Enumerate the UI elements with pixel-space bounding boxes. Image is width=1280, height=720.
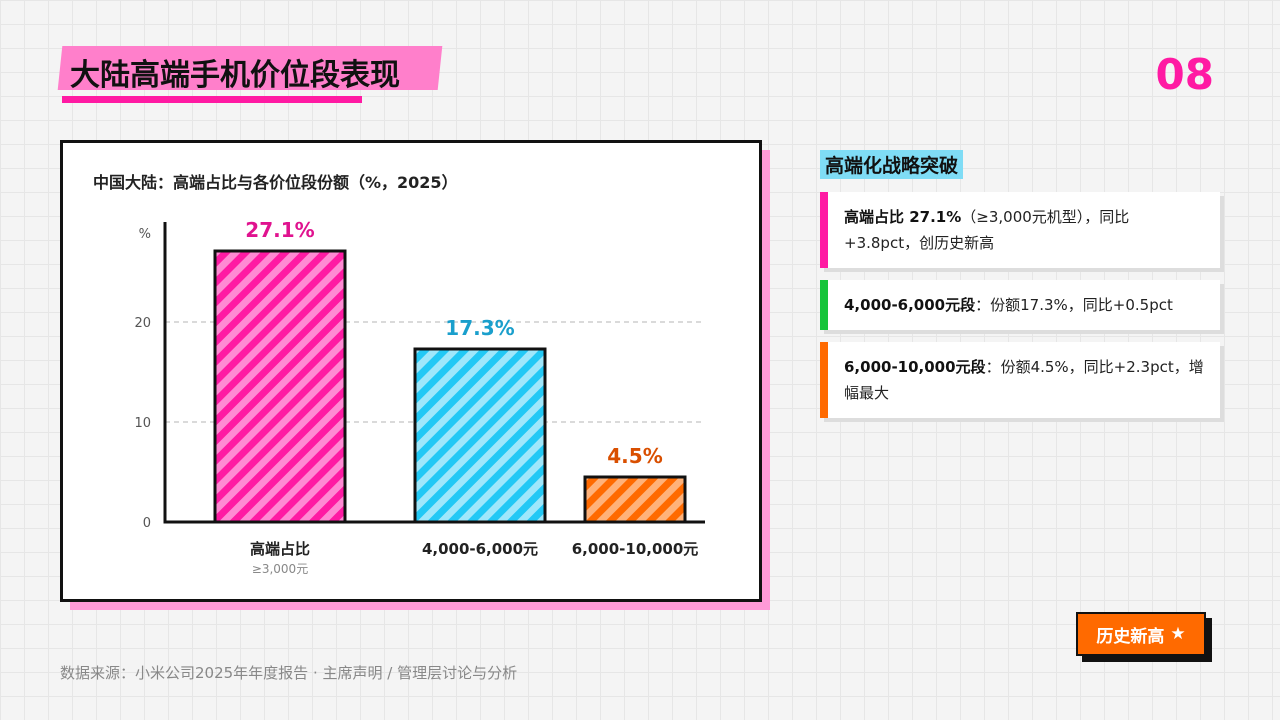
card-highlight: 高端占比 27.1% — [844, 208, 962, 226]
source-note: 数据来源：小米公司2025年年度报告 · 主席声明 / 管理层讨论与分析 — [60, 664, 518, 682]
bar-value-label: 17.3% — [445, 316, 514, 340]
insight-card-premium-share: 高端占比 27.1%（≥3,000元机型），同比+3.8pct，创历史新高 — [820, 192, 1220, 268]
x-tick-label: 4,000-6,000元 — [422, 540, 538, 558]
bar-1 — [213, 249, 347, 524]
card-accent-stripe — [820, 192, 828, 268]
insight-card-4000-6000: 4,000-6,000元段：份额17.3%，同比+0.5pct — [820, 280, 1220, 330]
page-number: 08 — [1155, 50, 1214, 99]
y-tick-label: 10 — [134, 416, 151, 431]
insight-card-6000-10000: 6,000-10,000元段：份额4.5%，同比+2.3pct，增幅最大 — [820, 342, 1220, 418]
y-axis-label: % — [139, 227, 151, 242]
card-accent-stripe — [820, 342, 828, 418]
card-text: （≥3,000元机型），同比+3.8pct，创历史新高 — [844, 208, 1130, 252]
x-tick-label: 高端占比 — [250, 540, 310, 558]
bar-chart: 中国大陆：高端占比与各价位段份额（%，2025） 0 10 20% 27.1% 高端占… — [93, 173, 705, 576]
chart-title: 中国大陆：高端占比与各价位段份额（%，2025） — [93, 173, 458, 192]
x-tick-label: 6,000-10,000元 — [572, 540, 699, 558]
page-title: 大陆高端手机价位段表现 — [70, 58, 400, 93]
bar-3 — [583, 475, 687, 524]
card-accent-stripe — [820, 280, 828, 330]
card-text: ：份额17.3%，同比+0.5pct — [975, 296, 1173, 314]
card-highlight: 4,000-6,000元段 — [844, 296, 976, 314]
badge-label: 历史新高 — [1096, 626, 1165, 647]
title-underline — [62, 96, 362, 103]
bar-value-label: 4.5% — [607, 444, 662, 468]
chart-card: 中国大陆：高端占比与各价位段份额（%，2025） 0 10 20% 27.1% 高端占… — [60, 140, 762, 602]
y-tick-label: 20 — [134, 316, 151, 331]
y-tick-label: 0 — [143, 516, 151, 531]
star-icon: ★ — [1170, 624, 1186, 644]
card-text: ：份额4.5%，同比+2.3pct，增幅最大 — [844, 358, 1204, 402]
card-highlight: 6,000-10,000元段 — [844, 358, 986, 376]
bar-2 — [413, 347, 547, 524]
bar-value-label: 27.1% — [245, 218, 314, 242]
record-high-badge: 历史新高 ★ — [1076, 612, 1206, 656]
x-tick-sublabel: ≥3,000元 — [252, 562, 308, 576]
panel-heading: 高端化战略突破 — [820, 150, 964, 179]
